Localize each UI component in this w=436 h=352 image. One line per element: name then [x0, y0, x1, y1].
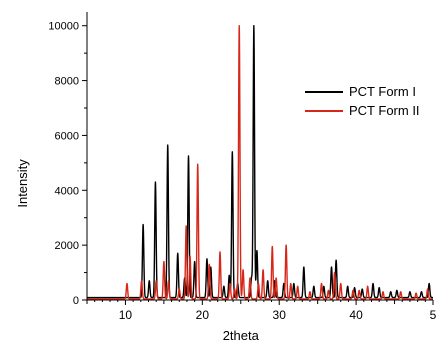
y-ticks: 0 2000 4000 6000 8000 10000 — [48, 21, 87, 307]
y-tick-label: 8000 — [55, 76, 79, 88]
x-tick-label: 5 — [430, 308, 436, 322]
legend-label-pct-form-ii: PCT Form II — [349, 103, 420, 118]
x-tick-label: 20 — [196, 308, 210, 322]
x-axis-label: 2theta — [223, 328, 260, 343]
y-tick-label: 0 — [73, 295, 79, 307]
y-tick-label: 2000 — [55, 240, 79, 252]
legend-label-pct-form-i: PCT Form I — [349, 84, 416, 99]
series-line-pct-form-i — [86, 24, 434, 299]
x-tick-label: 30 — [273, 308, 287, 322]
plot-area — [86, 24, 434, 300]
y-tick-label: 10000 — [48, 21, 79, 33]
y-tick-label: 6000 — [55, 130, 79, 142]
series-line-pct-form-ii — [86, 25, 434, 300]
x-ticks: 10 20 30 40 5 — [86, 300, 436, 322]
x-tick-label: 40 — [349, 308, 363, 322]
x-tick-label: 10 — [119, 308, 133, 322]
y-tick-label: 4000 — [55, 185, 79, 197]
y-axis-label: Intensity — [15, 159, 30, 208]
legend: PCT Form I PCT Form II — [305, 84, 420, 118]
